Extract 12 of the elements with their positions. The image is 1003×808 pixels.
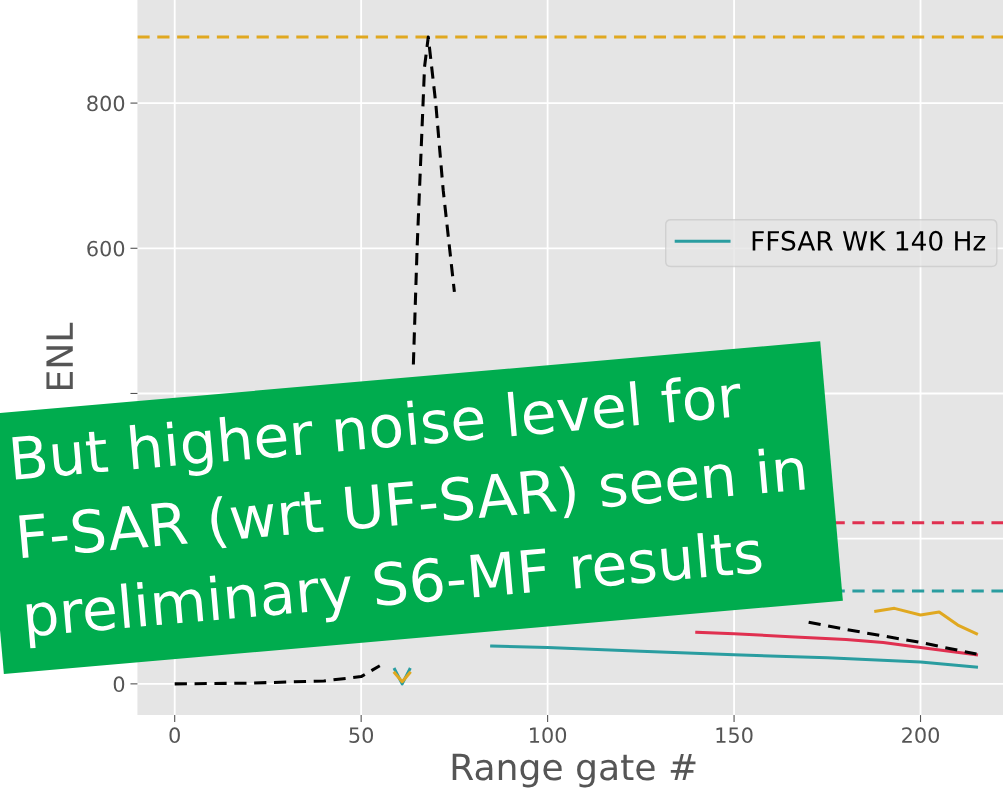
x-tick-label: 50	[349, 727, 374, 744]
x-tick-label: 200	[902, 727, 940, 744]
line-series	[695, 630, 978, 657]
y-tick-label: 800	[87, 95, 125, 112]
x-tick-label: 150	[716, 727, 753, 744]
x-tick-label: 100	[530, 727, 567, 744]
y-tick-label: 600	[87, 240, 125, 257]
y-axis-title: ENL	[46, 322, 73, 389]
legend-label: FFSAR WK 140 Hz	[752, 230, 986, 251]
y-tick-label: 0	[113, 676, 125, 693]
x-tick-label: 0	[169, 727, 180, 744]
x-axis-title: Range gate #	[452, 753, 696, 788]
